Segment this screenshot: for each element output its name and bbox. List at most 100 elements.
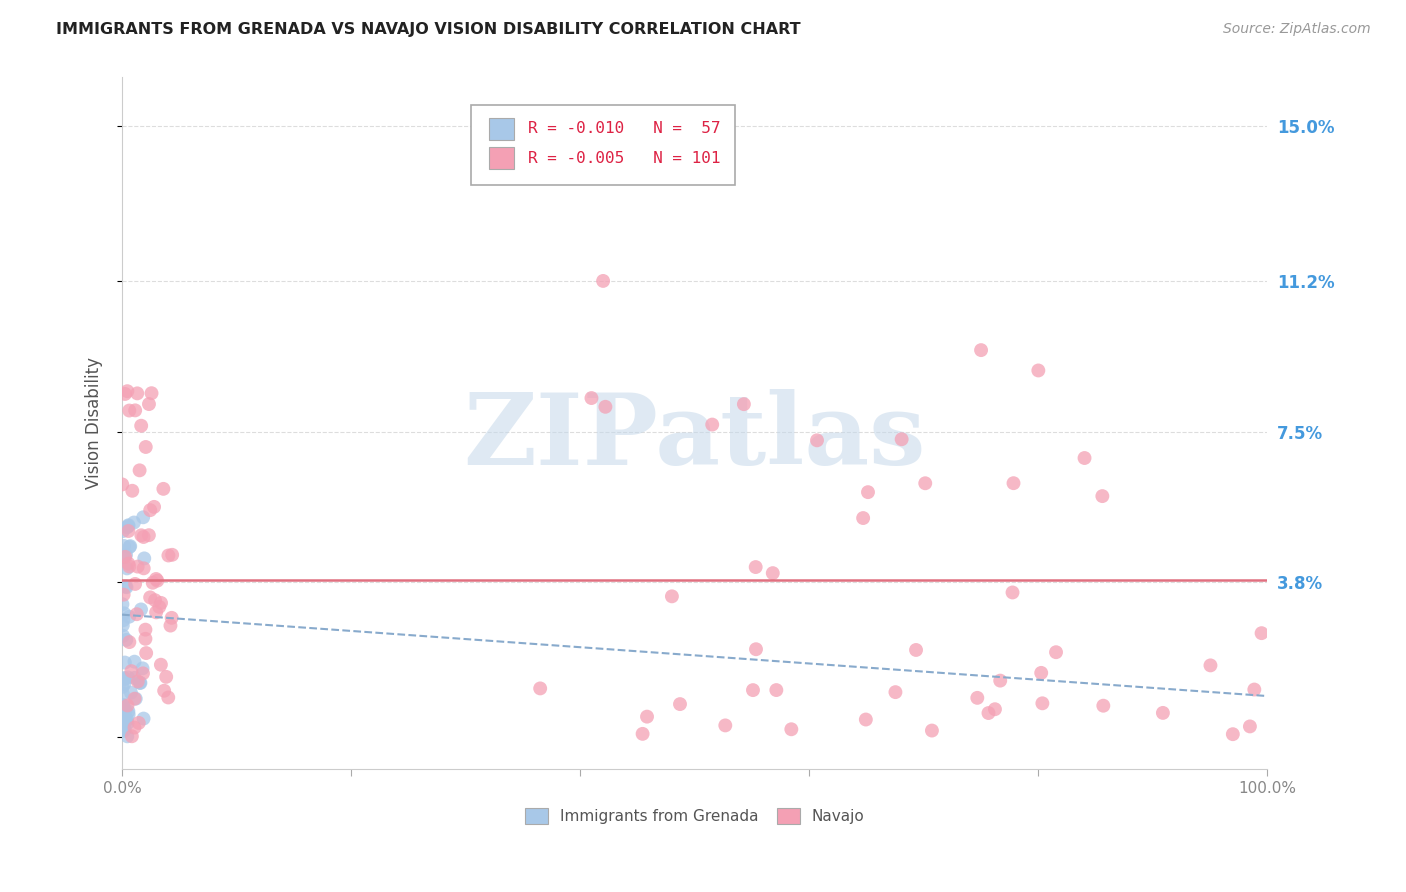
Point	[1001, 585, 1024, 599]
Point	[1002, 476, 1025, 491]
Text: R = -0.005   N = 101: R = -0.005 N = 101	[527, 151, 720, 166]
Point	[157, 690, 180, 705]
Point	[631, 727, 654, 741]
Point	[890, 432, 912, 446]
Point	[111, 704, 134, 718]
Point	[669, 697, 692, 711]
Point	[884, 685, 907, 699]
Point	[122, 516, 145, 530]
Point	[150, 596, 173, 610]
Point	[132, 561, 155, 575]
Point	[765, 683, 787, 698]
Point	[595, 400, 617, 414]
Point	[142, 575, 165, 590]
Point	[120, 539, 142, 553]
Point	[128, 463, 150, 477]
Point	[856, 485, 879, 500]
Point	[114, 580, 136, 594]
Point	[914, 476, 936, 491]
Point	[112, 723, 135, 738]
Point	[988, 673, 1011, 688]
Point	[134, 551, 156, 566]
Point	[1092, 698, 1115, 713]
Point	[970, 343, 993, 358]
Point	[117, 698, 139, 713]
Point	[114, 723, 136, 737]
Point	[118, 540, 141, 554]
Point	[129, 602, 152, 616]
Point	[762, 566, 785, 581]
Point	[138, 528, 160, 542]
Point	[1199, 658, 1222, 673]
Point	[661, 590, 683, 604]
Point	[111, 680, 134, 694]
Point	[1250, 626, 1272, 640]
FancyBboxPatch shape	[471, 105, 735, 185]
Y-axis label: Vision Disability: Vision Disability	[86, 358, 103, 490]
Point	[135, 440, 157, 454]
Point	[134, 632, 156, 646]
Point	[112, 698, 135, 712]
Point	[117, 670, 139, 684]
Point	[114, 711, 136, 725]
Point	[112, 550, 135, 565]
Point	[852, 511, 875, 525]
Point	[855, 713, 877, 727]
Point	[132, 530, 155, 544]
Point	[132, 510, 155, 524]
Point	[138, 397, 160, 411]
Point	[157, 549, 180, 563]
Point	[714, 718, 737, 732]
Point	[155, 670, 177, 684]
Point	[112, 710, 135, 724]
Point	[118, 559, 141, 574]
Point	[124, 691, 146, 706]
Point	[112, 677, 135, 691]
Bar	[488, 147, 513, 169]
Point	[742, 683, 765, 698]
Point	[115, 712, 138, 726]
Point	[145, 572, 167, 586]
Point	[121, 729, 143, 743]
Point	[702, 417, 724, 432]
Point	[131, 528, 153, 542]
Point	[141, 386, 163, 401]
Point	[1222, 727, 1244, 741]
Point	[111, 597, 134, 611]
Point	[1152, 706, 1174, 720]
Point	[131, 661, 153, 675]
Point	[149, 657, 172, 672]
Point	[129, 676, 152, 690]
Point	[111, 701, 134, 715]
Point	[117, 707, 139, 722]
Point	[132, 666, 155, 681]
Point	[1028, 363, 1050, 377]
Point	[118, 403, 141, 417]
Point	[117, 729, 139, 743]
Point	[117, 519, 139, 533]
Point	[159, 618, 181, 632]
Point	[636, 709, 658, 723]
Point	[112, 672, 135, 686]
Point	[112, 709, 135, 723]
Text: R = -0.010   N =  57: R = -0.010 N = 57	[527, 121, 720, 136]
Point	[124, 577, 146, 591]
Bar	[488, 118, 513, 140]
Point	[733, 397, 755, 411]
Point	[114, 387, 136, 401]
Point	[128, 715, 150, 730]
Point	[112, 671, 135, 685]
Point	[134, 623, 156, 637]
Point	[124, 655, 146, 669]
Point	[744, 560, 766, 574]
Point	[143, 500, 166, 514]
Point	[112, 629, 135, 643]
Point	[112, 699, 135, 714]
Point	[153, 683, 176, 698]
Point	[146, 574, 169, 588]
Point	[112, 524, 135, 538]
Point	[977, 706, 1000, 720]
Point	[905, 643, 928, 657]
Point	[124, 671, 146, 685]
Point	[114, 714, 136, 729]
